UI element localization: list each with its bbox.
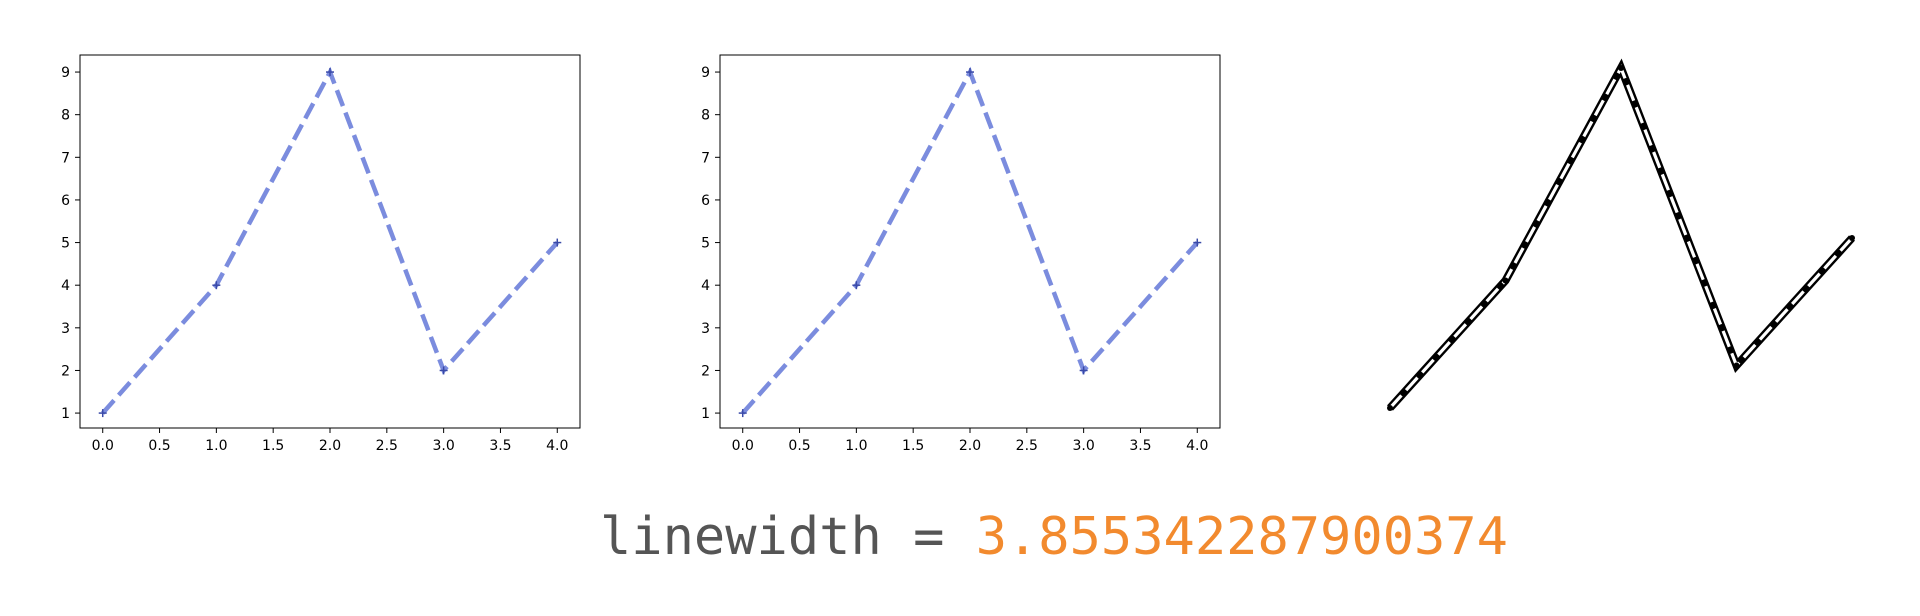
chart-2-xtick-label: 2.0 <box>959 438 981 454</box>
chart-2-xtick-label: 1.5 <box>902 438 924 454</box>
chart-1-xtick-label: 4.0 <box>546 438 568 454</box>
linewidth-value: 3.855342287900374 <box>975 507 1508 567</box>
chart-2-ytick-label: 5 <box>701 236 710 252</box>
chart-1-point <box>212 281 221 290</box>
chart-2-ytick-label: 7 <box>701 150 710 166</box>
chart-3-point <box>1733 362 1740 369</box>
chart-3-sketch <box>1280 0 1920 470</box>
chart-1-xtick-label: 0.5 <box>148 438 170 454</box>
chart-2-xtick-label: 4.0 <box>1186 438 1208 454</box>
chart-1-svg: 0.0 0.5 1.0 1.5 2.0 2.5 3.0 3.5 4.0 1 2 3 4 5 6 7 8 9 <box>61 54 581 454</box>
chart-1-ytick-label: 4 <box>61 278 70 294</box>
chart-3-point <box>1618 65 1624 71</box>
chart-2-svg: 0.0 0.5 1.0 1.5 2.0 2.5 3.0 3.5 4.0 1 2 3 4 5 6 7 8 9 <box>701 54 1221 454</box>
chart-2-axes-frame <box>719 54 1221 429</box>
chart-2-xtick-label: 0.0 <box>732 438 754 454</box>
chart-1-xtick-label: 3.0 <box>433 438 455 454</box>
chart-2-series-line <box>741 66 1199 415</box>
chart-2-ytick-label: 1 <box>701 406 710 422</box>
chart-1-xtick-label: 3.5 <box>489 438 511 454</box>
linewidth-label: linewidth = <box>600 507 976 567</box>
chart-1-xtick-label: 1.0 <box>205 438 227 454</box>
chart-1-ytick-label: 7 <box>61 150 70 166</box>
chart-3-dash-line <box>1388 64 1854 410</box>
chart-3-point <box>1502 277 1509 284</box>
chart-1-ytick-label: 3 <box>61 321 70 337</box>
chart-1-point <box>553 238 562 247</box>
chart-2-point <box>966 68 974 77</box>
chart-1: 0.0 0.5 1.0 1.5 2.0 2.5 3.0 3.5 4.0 1 2 3 4 5 6 7 8 9 <box>0 0 640 470</box>
chart-2-xtick-label: 2.5 <box>1016 438 1038 454</box>
chart-2-ytick-label: 3 <box>701 321 710 337</box>
chart-3-point <box>1849 235 1855 241</box>
chart-1-ytick-label: 8 <box>61 108 70 124</box>
chart-2: 0.0 0.5 1.0 1.5 2.0 2.5 3.0 3.5 4.0 1 2 3 4 5 6 7 8 9 <box>640 0 1280 470</box>
chart-3-svg <box>1387 58 1855 411</box>
chart-2-ytick-label: 2 <box>701 363 710 379</box>
chart-1-ytick-label: 9 <box>61 65 70 81</box>
chart-2-point <box>1193 238 1202 247</box>
chart-1-xtick-label: 2.5 <box>376 438 398 454</box>
chart-2-point <box>852 281 861 290</box>
chart-2-xtick-label: 3.0 <box>1073 438 1095 454</box>
chart-2-xtick-label: 0.5 <box>788 438 810 454</box>
chart-1-ytick-label: 5 <box>61 236 70 252</box>
linewidth-caption: linewidth = 3.855342287900374 <box>600 502 1508 612</box>
chart-1-xtick-label: 2.0 <box>319 438 341 454</box>
chart-2-xtick-label: 1.0 <box>845 438 867 454</box>
chart-2-xtick-label: 3.5 <box>1129 438 1151 454</box>
chart-2-ytick-label: 9 <box>701 65 710 81</box>
chart-1-xtick-label: 1.5 <box>262 438 284 454</box>
chart-2-point <box>1079 366 1088 375</box>
chart-3-point <box>1387 405 1393 411</box>
chart-2-point <box>738 409 747 418</box>
chart-2-ytick-label: 6 <box>701 193 710 209</box>
chart-1-ytick-label: 2 <box>61 363 70 379</box>
chart-1-ytick-label: 1 <box>61 406 70 422</box>
chart-1-ytick-label: 6 <box>61 193 70 209</box>
chart-2-ytick-label: 4 <box>701 278 710 294</box>
chart-1-xtick-label: 0.0 <box>92 438 114 454</box>
chart-1-point <box>326 68 334 77</box>
chart-1-series-line <box>101 66 559 415</box>
chart-2-ytick-label: 8 <box>701 108 710 124</box>
chart-3-outline-line <box>1387 58 1855 411</box>
chart-1-point <box>439 366 448 375</box>
chart-1-point <box>98 409 107 418</box>
chart-1-axes-frame <box>79 54 581 429</box>
